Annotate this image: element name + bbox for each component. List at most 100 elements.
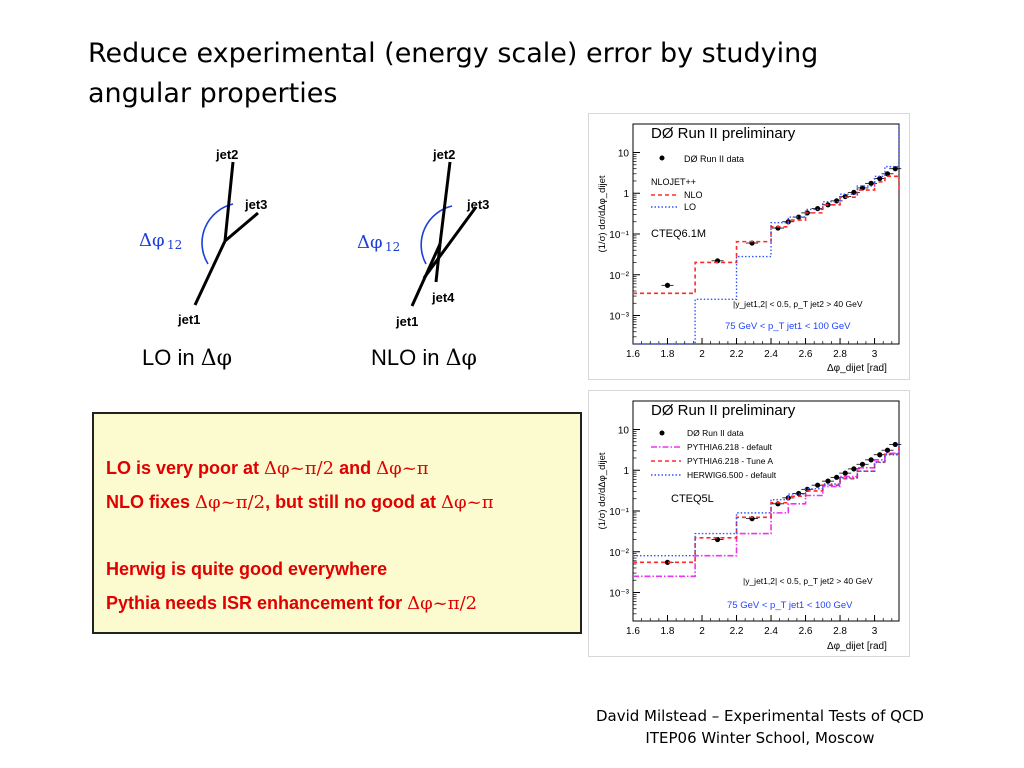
plot2-data-point — [868, 457, 874, 463]
nlo-jet3-line — [422, 206, 478, 279]
plot2-legend-pythia-tunea: PYTHIA6.218 - Tune A — [687, 456, 773, 466]
plot2-data-point — [892, 441, 898, 448]
plot2-data-point — [877, 452, 883, 458]
note-pythia-symbol: Δφ~π/2 — [407, 593, 478, 614]
plot1-data-point — [877, 175, 883, 182]
plot1-data-point — [834, 198, 840, 204]
plot1-y-tick-label: 1 — [623, 189, 629, 200]
plot2-data-point — [842, 470, 848, 476]
plot1-ylabel: (1/σ) dσ/dΔφ_dijet — [597, 175, 608, 252]
footer-line-1: David Milstead – Experimental Tests of Q… — [595, 707, 924, 725]
plot1-x-tick-label: 1.8 — [661, 349, 675, 360]
plot1-legend-header: NLOJET++ — [651, 177, 696, 187]
nlo-caption-text: NLO in — [371, 345, 446, 370]
note-nlo-text-a: NLO fixes — [106, 492, 196, 512]
plot2-x-tick-label: 2.6 — [799, 626, 813, 637]
plot2-pt-label: 75 GeV < p_T jet1 < 100 GeV — [727, 600, 853, 611]
plot2-series-herwig6-500-default — [633, 440, 900, 557]
plot1-legend-nlo: NLO — [684, 190, 703, 200]
plot1-data-point — [664, 282, 671, 288]
lo-angle-arc — [201, 203, 234, 265]
plot2-data-point — [859, 461, 866, 467]
lo-jet1-label: jet1 — [177, 312, 200, 327]
plot2-legend-pythia-default: PYTHIA6.218 - default — [687, 442, 773, 452]
plot2-data-point — [825, 478, 831, 484]
plot1-cut-label: |y_jet1,2| < 0.5, p_T jet2 > 40 GeV — [733, 299, 863, 309]
plot1-x-tick-label: 2 — [699, 349, 705, 360]
nlo-jet2-line — [438, 161, 452, 245]
plot1-legend-data-marker — [659, 155, 665, 161]
title-line-2: angular properties — [88, 78, 338, 109]
nlo-jet4-line — [434, 243, 442, 283]
plot1-y-tick-label: 10⁻² — [609, 271, 629, 282]
plot1-data-point — [815, 205, 821, 212]
plot1-data-point — [884, 171, 891, 177]
plot2-xlabel: Δφ_dijet [rad] — [827, 641, 887, 652]
note-lo: LO is very poor at Δφ~π/2 and Δφ~π — [106, 458, 429, 479]
nlo-jet2-label: jet2 — [432, 147, 455, 162]
plot2-x-tick-label: 2.4 — [764, 626, 778, 637]
note-nlo: NLO fixes Δφ~π/2, but still no good at Δ… — [106, 492, 494, 513]
lo-angle-symbol: Δφ — [139, 230, 165, 251]
lo-jet3-line — [224, 211, 259, 243]
plot1-legend-lo: LO — [684, 202, 696, 212]
plot1-y-tick-label: 10 — [618, 148, 630, 159]
plot2-data-point — [851, 466, 857, 472]
plot1-data-point — [796, 214, 802, 220]
nlo-angle-subscript: 12 — [385, 240, 400, 254]
plot2-x-tick-label: 2 — [699, 626, 705, 637]
plot2-data-point — [664, 559, 671, 565]
plot1-data-point — [868, 180, 874, 186]
plot1-xlabel: Δφ_dijet [rad] — [827, 363, 887, 374]
note-nlo-text-b: , but still no good at — [265, 492, 442, 512]
plot1-legend-data: DØ Run II data — [684, 154, 744, 164]
note-lo-symbol-b: Δφ~π — [376, 458, 429, 479]
plot2-title: DØ Run II preliminary — [651, 402, 796, 419]
plot2-legend-herwig: HERWIG6.500 - default — [687, 470, 777, 480]
plot2-data-point — [834, 474, 840, 480]
nlo-comparison-plot: 1.6 1.8 2 2.2 2.4 2.6 2.8 3 10 1 10⁻¹ 10⁻² 10⁻³ DØ R… — [588, 113, 910, 380]
plot1-pt-label: 75 GeV < p_T jet1 < 100 GeV — [725, 321, 851, 332]
plot2-y-tick-label: 10 — [618, 425, 630, 436]
plot2-y-tick-label: 10⁻¹ — [609, 507, 629, 518]
nlo-jet3-label: jet3 — [466, 197, 489, 212]
nlo-caption: NLO in Δφ — [371, 345, 477, 371]
plot2-y-tick-label: 10⁻² — [609, 548, 629, 559]
plot1-x-tick-label: 2.4 — [764, 349, 778, 360]
nlo-jet4-label: jet4 — [431, 290, 455, 305]
plot2-frame — [632, 400, 900, 622]
plot1-y-tick-label: 10⁻¹ — [609, 230, 629, 241]
footer-line-2: ITEP06 Winter School, Moscow — [645, 729, 875, 747]
plot1-title: DØ Run II preliminary — [651, 125, 796, 142]
plot2-x-tick-label: 2.8 — [833, 626, 847, 637]
plot1-x-tick-label: 3 — [872, 349, 878, 360]
plot2-x-tick-label: 3 — [872, 626, 878, 637]
note-lo-text-a: LO is very poor at — [106, 458, 265, 478]
plot1-x-tick-label: 1.6 — [626, 349, 640, 360]
plot1-x-tick-label: 2.6 — [799, 349, 813, 360]
nlo-jet-diagram: jet2 jet3 jet4 jet1 Δφ 12 — [357, 147, 489, 329]
nlo-caption-symbol: Δφ — [445, 346, 477, 371]
plot2-x-tick-label: 2.2 — [730, 626, 744, 637]
mc-comparison-plot: 1.6 1.8 2 2.2 2.4 2.6 2.8 3 10 1 10⁻¹ 10⁻² 10⁻³ DØ R… — [588, 390, 910, 657]
plot2-data-point — [815, 482, 821, 488]
note-nlo-symbol-a: Δφ~π/2 — [195, 492, 266, 513]
lo-caption-text: LO in — [142, 345, 201, 370]
plot1-y-tick-label: 10⁻³ — [609, 312, 629, 323]
note-nlo-symbol-b: Δφ~π — [441, 492, 494, 513]
lo-jet3-label: jet3 — [244, 197, 267, 212]
plot2-legend-data-marker — [659, 430, 665, 436]
plot2-x-tick-label: 1.6 — [626, 626, 640, 637]
plot1-data-point — [892, 166, 898, 172]
plot1-x-tick-label: 2.8 — [833, 349, 847, 360]
note-lo-text-b: and — [334, 458, 377, 478]
plot2-series-pythia6-218-default — [633, 443, 900, 578]
lo-caption-symbol: Δφ — [200, 346, 232, 371]
plot1-x-tick-label: 2.2 — [730, 349, 744, 360]
plot2-x-tick-label: 1.8 — [661, 626, 675, 637]
lo-angle-subscript: 12 — [167, 238, 182, 252]
plot2-legend-data: DØ Run II data — [687, 428, 744, 438]
nlo-jet1-label: jet1 — [395, 314, 418, 329]
lo-jet2-label: jet2 — [215, 147, 238, 162]
lo-jet2-line — [223, 161, 235, 242]
